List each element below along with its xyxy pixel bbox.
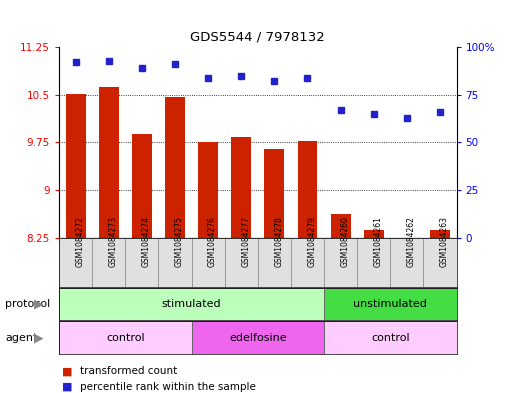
Title: GDS5544 / 7978132: GDS5544 / 7978132 [190,30,325,43]
Bar [191,238,225,287]
Bar [59,288,324,320]
Bar [324,321,457,354]
Bar [430,230,450,238]
Text: GSM1084262: GSM1084262 [407,216,416,267]
Bar [231,138,251,238]
Text: unstimulated: unstimulated [353,299,427,309]
Text: GSM1084272: GSM1084272 [75,216,85,267]
Bar [59,321,191,354]
Text: GSM1084275: GSM1084275 [175,216,184,267]
Bar [92,238,125,287]
Bar [390,238,423,287]
Bar [125,238,159,287]
Text: protocol: protocol [5,299,50,309]
Bar [364,230,384,238]
Bar [159,238,191,287]
Text: control: control [371,332,409,343]
Text: GSM1084274: GSM1084274 [142,216,151,267]
Text: GSM1084278: GSM1084278 [274,216,283,267]
Bar [324,238,357,287]
Text: GSM1084277: GSM1084277 [241,216,250,267]
Bar [165,97,185,238]
Text: GSM1084273: GSM1084273 [109,216,117,267]
Bar [191,321,324,354]
Bar [98,87,119,238]
Text: ▶: ▶ [34,298,44,311]
Bar [59,238,92,287]
Text: GSM1084260: GSM1084260 [341,216,350,267]
Text: GSM1084261: GSM1084261 [374,216,383,267]
Text: transformed count: transformed count [80,366,177,376]
Text: ▶: ▶ [34,331,44,344]
Text: percentile rank within the sample: percentile rank within the sample [80,382,255,392]
Bar [331,214,350,238]
Text: control: control [106,332,145,343]
Text: GSM1084276: GSM1084276 [208,216,217,267]
Bar [132,134,152,238]
Text: GSM1084279: GSM1084279 [307,216,317,267]
Bar [298,141,318,238]
Text: agent: agent [5,332,37,343]
Bar [225,238,258,287]
Bar [258,238,291,287]
Bar [264,149,284,238]
Text: edelfosine: edelfosine [229,332,287,343]
Bar [357,238,390,287]
Text: ■: ■ [62,382,72,392]
Bar [66,94,86,238]
Text: ■: ■ [62,366,72,376]
Text: stimulated: stimulated [162,299,221,309]
Text: GSM1084263: GSM1084263 [440,216,449,267]
Bar [423,238,457,287]
Bar [324,288,457,320]
Bar [291,238,324,287]
Bar [198,143,218,238]
